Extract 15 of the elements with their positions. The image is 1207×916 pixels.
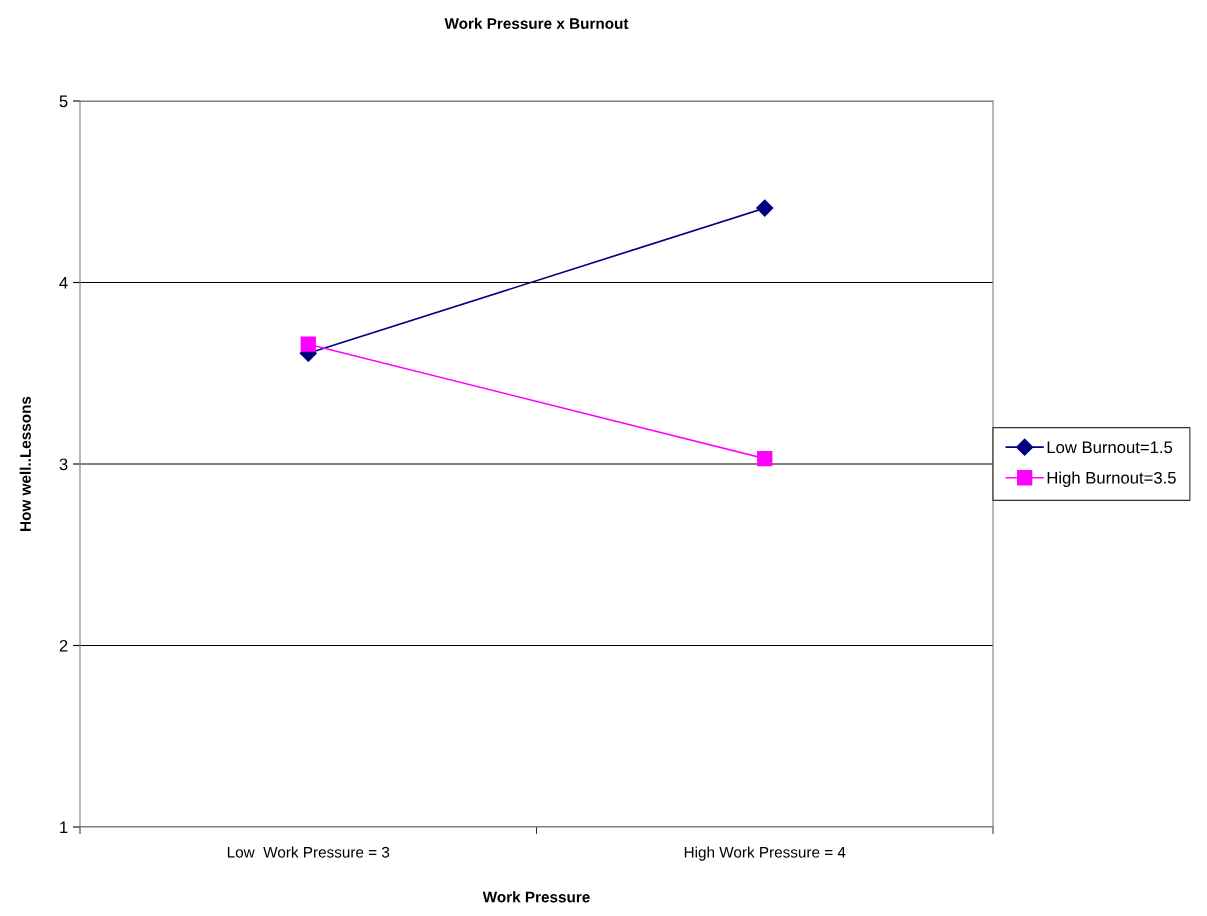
point (756, 199, 774, 217)
y-tick-label: 1 (60, 821, 68, 834)
point (300, 336, 316, 352)
x-tick-label: High Work Pressure = 4 (684, 846, 846, 861)
y-tick-label: 4 (59, 277, 68, 289)
chart-title: Work Pressure x Burnout (444, 17, 629, 29)
legend-label: High Burnout=3.5 (1047, 471, 1176, 488)
x-axis-title: Work Pressure (482, 891, 590, 903)
y-axis-title: How well..Lessons (19, 396, 31, 531)
y-tick-label: 3 (59, 458, 68, 471)
x-tick-label: Low Work Pressure = 3 (227, 846, 390, 858)
point (757, 450, 773, 467)
legend-label: Low Burnout=1.5 (1047, 441, 1173, 454)
y-tick-label: 5 (59, 95, 68, 108)
y-tick-label: 2 (59, 639, 68, 652)
